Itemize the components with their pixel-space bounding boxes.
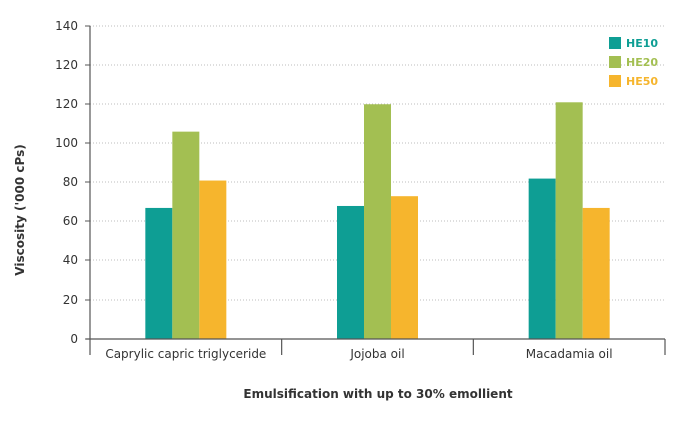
y-tick-label: 100 [55,136,78,150]
legend: HE10 HE20 HE50 [609,37,658,88]
bar-he10-1 [337,205,364,339]
bar-he50-1 [391,196,418,339]
y-tick-label: 20 [63,293,78,307]
legend-label: HE50 [626,75,658,88]
axes [85,25,666,355]
y-tick-label: 120 [55,97,78,111]
bars [145,102,610,339]
legend-swatch [609,37,621,49]
legend-label: HE10 [626,37,658,50]
legend-label: HE20 [626,56,658,69]
y-tick-label: 80 [63,175,78,189]
y-tick-label: 40 [63,253,78,267]
bar-he10-2 [528,178,556,339]
bar-he50-0 [199,180,227,339]
y-tick-label: 60 [63,214,78,228]
y-tick-label: 140 [55,19,78,33]
x-axis-title: Emulsification with up to 30% emollient [243,387,512,401]
bar-he10-0 [145,207,173,339]
x-tick-label: Jojoba oil [349,347,404,361]
legend-swatch [609,75,621,87]
y-tick-label: 120 [55,58,78,72]
bar-he50-2 [582,207,610,339]
y-axis-title: Viscosity ('000 cPs) [13,144,27,275]
y-tick-label: 0 [70,332,78,346]
x-tick-labels: Caprylic capric triglyceride Jojoba oil Ma… [105,347,612,361]
bar-he20-0 [172,131,200,339]
x-tick-label: Macadamia oil [526,347,613,361]
legend-swatch [609,56,621,68]
y-tick-labels: 0 20 40 60 80 100 120 120 140 [55,19,78,346]
x-tick-label: Caprylic capric triglyceride [105,347,266,361]
bar-he20-1 [364,104,391,339]
bar-he20-2 [555,102,583,339]
